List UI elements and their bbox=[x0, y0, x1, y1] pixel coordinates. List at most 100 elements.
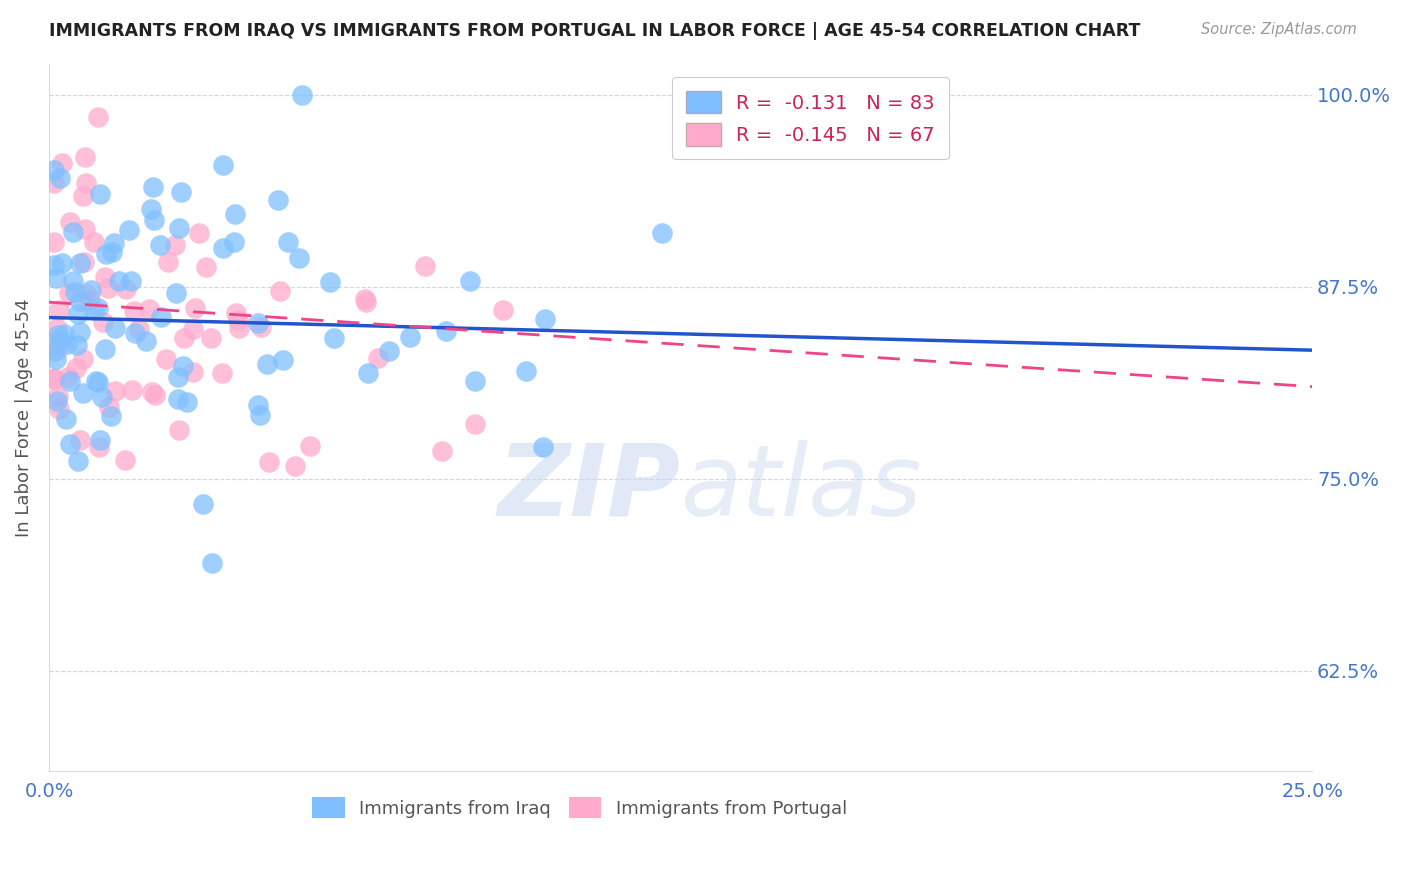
Point bbox=[51, 256, 73, 270]
Point bbox=[142, 179, 165, 194]
Point bbox=[73, 222, 96, 236]
Point bbox=[188, 226, 211, 240]
Point bbox=[107, 274, 129, 288]
Point bbox=[353, 292, 375, 306]
Point bbox=[55, 412, 77, 426]
Point bbox=[73, 255, 96, 269]
Point bbox=[91, 315, 114, 329]
Point bbox=[167, 370, 190, 384]
Point bbox=[141, 384, 163, 399]
Point bbox=[269, 284, 291, 298]
Point bbox=[173, 331, 195, 345]
Point bbox=[200, 331, 222, 345]
Point bbox=[51, 156, 73, 170]
Point bbox=[531, 441, 554, 455]
Point bbox=[52, 326, 75, 341]
Point bbox=[94, 269, 117, 284]
Point bbox=[458, 274, 481, 288]
Point bbox=[464, 417, 486, 431]
Point bbox=[104, 384, 127, 398]
Point bbox=[83, 235, 105, 250]
Point bbox=[195, 260, 218, 274]
Point bbox=[155, 351, 177, 366]
Point bbox=[42, 371, 65, 385]
Text: ZIP: ZIP bbox=[498, 440, 681, 537]
Text: atlas: atlas bbox=[681, 440, 922, 537]
Point bbox=[58, 286, 80, 301]
Point bbox=[48, 303, 70, 318]
Point bbox=[103, 236, 125, 251]
Point bbox=[86, 301, 108, 316]
Point bbox=[284, 458, 307, 473]
Point bbox=[156, 254, 179, 268]
Point bbox=[59, 215, 82, 229]
Point bbox=[100, 244, 122, 259]
Point bbox=[56, 336, 79, 351]
Point bbox=[94, 247, 117, 261]
Point bbox=[69, 256, 91, 270]
Point bbox=[167, 221, 190, 235]
Point bbox=[246, 316, 269, 330]
Point bbox=[45, 321, 67, 335]
Point bbox=[121, 383, 143, 397]
Point bbox=[211, 366, 233, 380]
Point bbox=[226, 312, 249, 326]
Point bbox=[46, 343, 69, 357]
Point bbox=[170, 185, 193, 199]
Point bbox=[257, 455, 280, 469]
Point bbox=[89, 433, 111, 447]
Point bbox=[277, 235, 299, 250]
Point bbox=[167, 423, 190, 437]
Point bbox=[42, 344, 65, 359]
Point bbox=[143, 388, 166, 402]
Point bbox=[56, 369, 79, 384]
Point bbox=[434, 325, 457, 339]
Point bbox=[139, 202, 162, 216]
Point bbox=[62, 274, 84, 288]
Point bbox=[322, 331, 344, 345]
Point bbox=[143, 212, 166, 227]
Point bbox=[83, 303, 105, 318]
Point bbox=[432, 443, 454, 458]
Point bbox=[287, 251, 309, 265]
Point bbox=[184, 301, 207, 316]
Point bbox=[97, 281, 120, 295]
Point bbox=[118, 223, 141, 237]
Point bbox=[42, 176, 65, 190]
Point bbox=[181, 365, 204, 379]
Point bbox=[247, 398, 270, 412]
Point bbox=[59, 374, 82, 388]
Point bbox=[90, 390, 112, 404]
Point bbox=[66, 307, 89, 321]
Point bbox=[191, 497, 214, 511]
Point bbox=[356, 367, 378, 381]
Point bbox=[49, 333, 72, 347]
Point bbox=[72, 385, 94, 400]
Point bbox=[75, 287, 97, 301]
Point bbox=[165, 286, 187, 301]
Point bbox=[84, 374, 107, 388]
Point bbox=[114, 453, 136, 467]
Point bbox=[201, 556, 224, 570]
Point bbox=[492, 303, 515, 318]
Legend: Immigrants from Iraq, Immigrants from Portugal: Immigrants from Iraq, Immigrants from Po… bbox=[305, 790, 855, 825]
Point bbox=[225, 306, 247, 320]
Point bbox=[66, 337, 89, 351]
Point bbox=[69, 433, 91, 447]
Point bbox=[172, 359, 194, 374]
Point bbox=[72, 351, 94, 366]
Point bbox=[86, 110, 108, 124]
Point bbox=[80, 283, 103, 297]
Point bbox=[224, 207, 246, 221]
Text: Source: ZipAtlas.com: Source: ZipAtlas.com bbox=[1201, 22, 1357, 37]
Point bbox=[128, 322, 150, 336]
Point bbox=[89, 186, 111, 201]
Point bbox=[367, 351, 389, 365]
Point bbox=[228, 321, 250, 335]
Point bbox=[42, 258, 65, 272]
Point bbox=[398, 330, 420, 344]
Point bbox=[104, 321, 127, 335]
Point bbox=[291, 87, 314, 102]
Point bbox=[69, 294, 91, 309]
Point bbox=[515, 364, 537, 378]
